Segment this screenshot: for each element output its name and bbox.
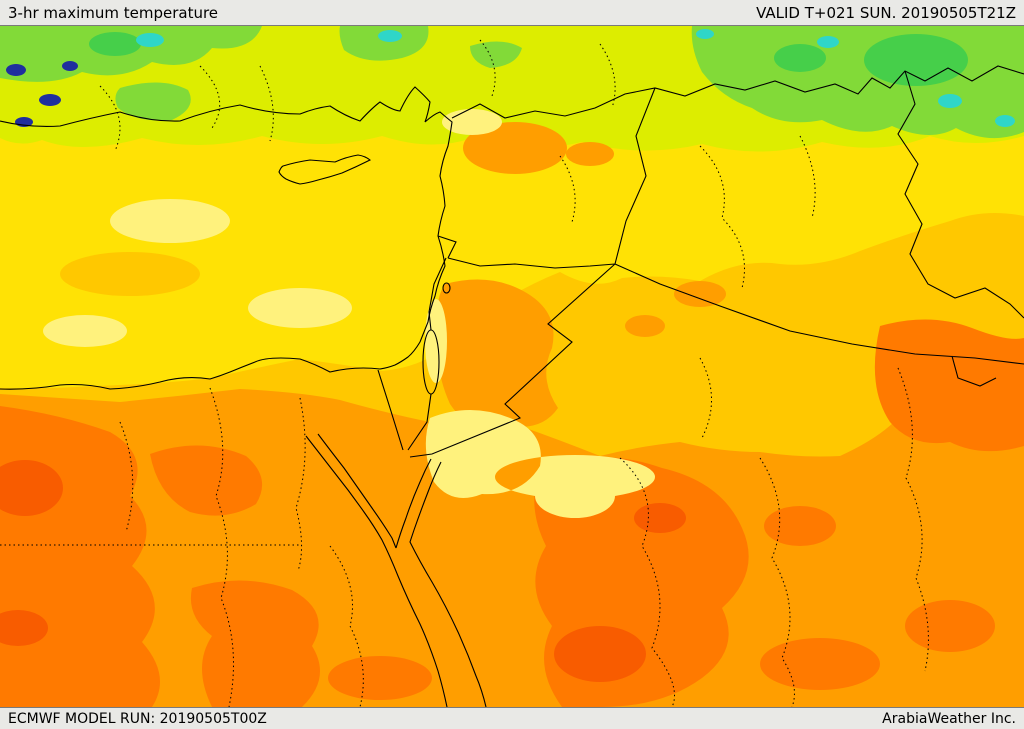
temp-deep-green-patches <box>89 32 968 86</box>
temp-navy-spots <box>6 61 78 127</box>
cyprus-outline <box>278 154 372 185</box>
footer-bar: ECMWF MODEL RUN: 20190505T00Z ArabiaWeat… <box>0 707 1024 729</box>
dead-sea-outline <box>422 329 440 395</box>
valid-time-label: VALID T+021 SUN. 20190505T21Z <box>756 3 1016 22</box>
temp-pale-yellow-patches <box>43 108 655 519</box>
temp-gold-patches <box>60 252 200 296</box>
temp-red-orange-cores <box>0 460 686 682</box>
temp-orange-region <box>0 122 1024 707</box>
attribution-label: ArabiaWeather Inc. <box>882 710 1016 727</box>
header-bar: 3-hr maximum temperature VALID T+021 SUN… <box>0 0 1024 26</box>
map-area <box>0 26 1024 707</box>
admin-dotted-path <box>0 39 929 707</box>
country-borders <box>377 65 1024 458</box>
admin-borders-dotted <box>0 39 929 707</box>
country-borders-path <box>377 65 1024 458</box>
temperature-map <box>0 26 1024 707</box>
temperature-field <box>0 26 1024 707</box>
temp-dark-orange-patches <box>0 319 1024 707</box>
model-run-label: ECMWF MODEL RUN: 20190505T00Z <box>8 710 267 727</box>
mediterranean-coastline <box>0 86 453 390</box>
coastlines <box>0 86 453 390</box>
red-sea-shorelines <box>305 433 487 707</box>
sea-of-galilee-outline <box>442 282 451 294</box>
map-title: 3-hr maximum temperature <box>8 3 219 22</box>
temp-green-patches <box>0 26 1024 139</box>
water-bodies <box>305 282 487 707</box>
